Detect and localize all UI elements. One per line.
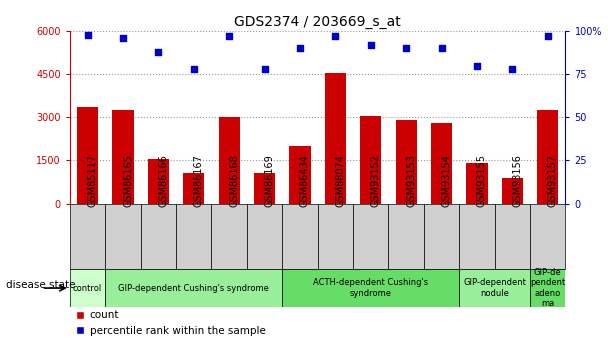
FancyBboxPatch shape <box>105 269 282 307</box>
Bar <box>77 107 98 204</box>
Point <box>543 33 553 39</box>
Text: control: control <box>73 284 102 293</box>
Text: GSM86167: GSM86167 <box>194 154 204 207</box>
Bar <box>148 159 169 204</box>
Bar <box>466 163 488 204</box>
Bar <box>219 117 240 204</box>
Text: GIP-dependent
nodule: GIP-dependent nodule <box>463 278 526 298</box>
Legend: count, percentile rank within the sample: count, percentile rank within the sample <box>72 306 270 340</box>
Bar <box>325 73 346 204</box>
Bar <box>537 110 558 204</box>
Text: GIP-dependent Cushing's syndrome: GIP-dependent Cushing's syndrome <box>119 284 269 293</box>
Bar <box>289 146 311 204</box>
FancyBboxPatch shape <box>459 204 495 269</box>
Point <box>295 46 305 51</box>
Text: GSM88074: GSM88074 <box>336 154 345 207</box>
FancyBboxPatch shape <box>247 204 282 269</box>
Text: GSM86168: GSM86168 <box>229 154 239 207</box>
Text: GSM93154: GSM93154 <box>441 154 452 207</box>
Text: GIP-de
pendent
adeno
ma: GIP-de pendent adeno ma <box>530 268 565 308</box>
Point <box>83 32 92 37</box>
Bar <box>112 110 134 204</box>
Point <box>189 66 199 72</box>
FancyBboxPatch shape <box>530 269 565 307</box>
Bar <box>254 173 275 204</box>
Point <box>401 46 411 51</box>
FancyBboxPatch shape <box>495 204 530 269</box>
Point <box>437 46 446 51</box>
Bar <box>183 173 204 204</box>
FancyBboxPatch shape <box>212 204 247 269</box>
FancyBboxPatch shape <box>353 204 389 269</box>
Text: GSM93155: GSM93155 <box>477 154 487 207</box>
FancyBboxPatch shape <box>282 269 459 307</box>
FancyBboxPatch shape <box>282 204 317 269</box>
Bar <box>360 116 381 204</box>
Text: GSM86169: GSM86169 <box>264 154 275 207</box>
Point <box>508 66 517 72</box>
Text: GSM86166: GSM86166 <box>159 154 168 207</box>
FancyBboxPatch shape <box>317 204 353 269</box>
FancyBboxPatch shape <box>459 269 530 307</box>
Text: disease state: disease state <box>6 280 75 289</box>
Text: GSM93157: GSM93157 <box>548 154 558 207</box>
Text: GSM93153: GSM93153 <box>406 154 416 207</box>
Text: GSM93152: GSM93152 <box>371 154 381 207</box>
Point <box>224 33 234 39</box>
FancyBboxPatch shape <box>389 204 424 269</box>
Text: GSM86165: GSM86165 <box>123 154 133 207</box>
FancyBboxPatch shape <box>530 204 565 269</box>
FancyBboxPatch shape <box>140 204 176 269</box>
Point <box>472 63 482 68</box>
Point <box>366 42 376 48</box>
Text: GSM85117: GSM85117 <box>88 154 98 207</box>
Point <box>331 33 340 39</box>
Bar <box>431 123 452 204</box>
Point <box>260 66 269 72</box>
Text: GSM93156: GSM93156 <box>513 154 522 207</box>
FancyBboxPatch shape <box>105 204 140 269</box>
FancyBboxPatch shape <box>70 269 105 307</box>
Bar <box>502 178 523 204</box>
Text: GSM86434: GSM86434 <box>300 154 310 207</box>
FancyBboxPatch shape <box>176 204 212 269</box>
Bar <box>396 120 417 204</box>
Point <box>154 49 164 55</box>
FancyBboxPatch shape <box>424 204 459 269</box>
Point <box>118 35 128 41</box>
Title: GDS2374 / 203669_s_at: GDS2374 / 203669_s_at <box>234 14 401 29</box>
FancyBboxPatch shape <box>70 204 105 269</box>
Text: ACTH-dependent Cushing's
syndrome: ACTH-dependent Cushing's syndrome <box>313 278 428 298</box>
